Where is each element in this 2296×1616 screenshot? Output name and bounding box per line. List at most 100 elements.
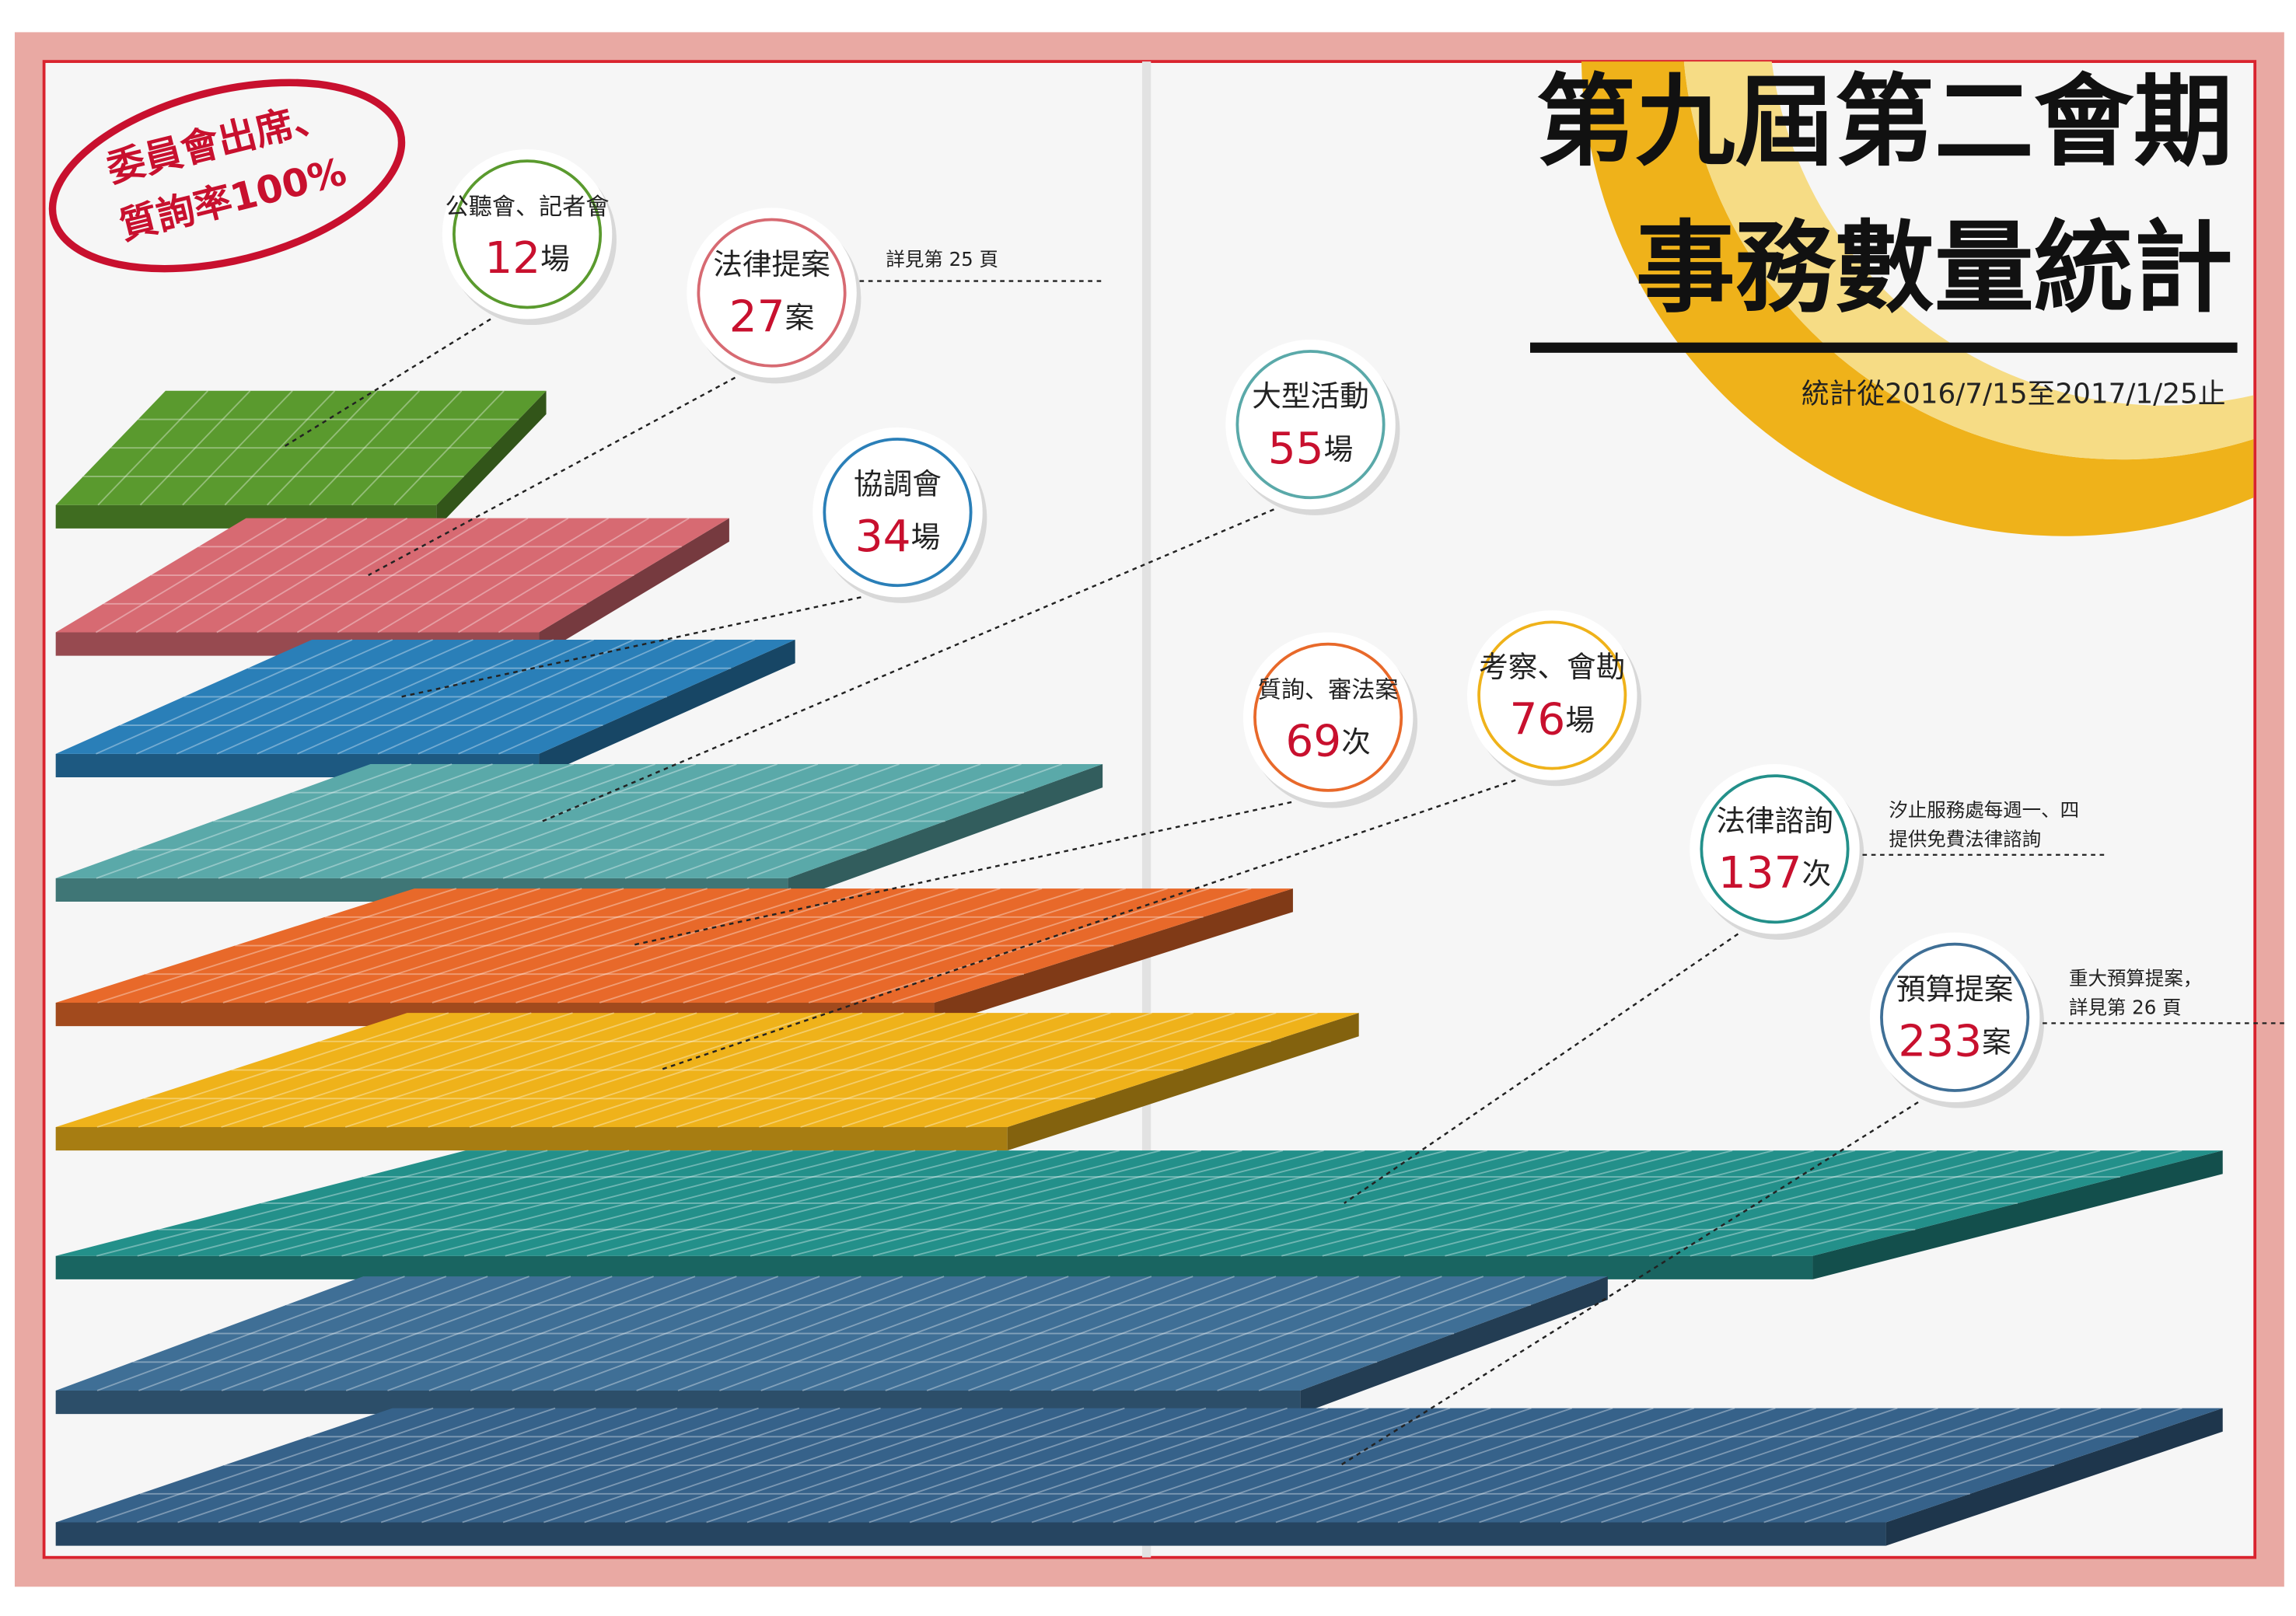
bubble (442, 149, 613, 319)
grid-line (306, 888, 666, 1003)
leader-line (1344, 933, 1739, 1204)
grid-line (341, 1150, 753, 1257)
grid-line (97, 390, 208, 506)
grid-line (706, 1407, 1044, 1524)
grid-line (95, 517, 287, 633)
grid-line (1072, 1407, 1410, 1524)
grid-line (868, 1407, 1207, 1524)
grid-line (1567, 1150, 1978, 1257)
grid-line (258, 1407, 596, 1524)
value: 76 (1509, 694, 1565, 745)
grid-line (377, 517, 569, 633)
grid-line (1771, 1150, 2182, 1257)
grid-line (841, 1012, 1194, 1128)
grid-line (892, 888, 1252, 1003)
grid-line (924, 1012, 1277, 1128)
grid-line (180, 1276, 488, 1391)
grid-line (512, 1276, 820, 1391)
grid-line (470, 1276, 779, 1391)
grid-line (218, 763, 534, 879)
grid-line (1763, 1407, 2102, 1524)
grid-line (1608, 1150, 2019, 1257)
grid-line (1519, 1407, 1857, 1524)
grid-line (96, 763, 412, 879)
grid-line (304, 1276, 613, 1391)
grid-line (1438, 1407, 1776, 1524)
grid-line (594, 1276, 903, 1391)
arc (1581, 61, 2254, 536)
grid-line (299, 763, 615, 879)
grid-line (1158, 1150, 1570, 1257)
grid-line (553, 1276, 861, 1391)
grid-line (966, 1012, 1318, 1128)
bubble-ring (823, 438, 973, 588)
grid-line (182, 390, 293, 506)
grid-line (1682, 1407, 2020, 1524)
grid-line (1397, 1407, 1735, 1524)
grid-line (176, 517, 368, 633)
grid-line (1316, 1407, 1654, 1524)
grid-line (1690, 1150, 2101, 1257)
grid-line (1322, 1150, 1733, 1257)
grid-line (586, 1150, 998, 1257)
title: 第九屆第二會期 (1536, 65, 2233, 180)
note: 重大預算提案， (2069, 967, 2202, 989)
grid-line (421, 1407, 759, 1524)
grid-line (136, 1407, 474, 1524)
grid-line (1235, 1407, 1573, 1524)
slab-front (55, 1127, 1008, 1151)
grid-line (297, 639, 554, 755)
bubble-label: 公聽會、記者會 (446, 194, 610, 221)
grid-line (502, 763, 819, 879)
grid-line (767, 888, 1127, 1003)
grid-line (668, 1150, 1079, 1257)
bubble-ring (1880, 942, 2030, 1092)
grid-line (557, 888, 917, 1003)
grid-line (1050, 1276, 1360, 1391)
grid-line (264, 888, 624, 1003)
grid-line (96, 1150, 507, 1257)
grid-line (418, 517, 610, 633)
bubble (1242, 632, 1414, 802)
bubble (1467, 610, 1637, 780)
grid-line (135, 639, 393, 755)
leader-line (630, 801, 1292, 947)
unit: 場 (540, 242, 570, 276)
grid-line (808, 888, 1168, 1003)
grid-line (719, 1276, 1028, 1391)
grid-line (382, 1150, 793, 1257)
slab-side (934, 888, 1293, 1027)
grid-line (802, 1276, 1110, 1391)
grid-line (882, 1012, 1235, 1128)
grid-line (1077, 1150, 1488, 1257)
slab (55, 1407, 2223, 1546)
value: 27 (729, 291, 785, 342)
bubble-ring (697, 218, 847, 368)
grid-line (96, 1276, 405, 1391)
grid-line (1199, 1150, 1610, 1257)
grid-line (462, 763, 778, 879)
bubble-ring (1700, 774, 1850, 924)
grid-line (641, 888, 1001, 1003)
grid-line (750, 1150, 1161, 1257)
grid-line (1445, 1150, 1855, 1257)
grid-line (1601, 1407, 1938, 1524)
grid-line (677, 1276, 986, 1391)
leader-line (542, 508, 1274, 822)
grid-line (180, 1012, 532, 1128)
grid-line (348, 888, 708, 1003)
bubble-label: 預算提案 (1896, 972, 2014, 1006)
grid-line (218, 1407, 556, 1524)
grid-line (1403, 1150, 1815, 1257)
grid-line (299, 1407, 637, 1524)
grid-line (257, 517, 448, 633)
bubble-value-line: 27案 (729, 291, 815, 342)
grid-line (257, 639, 514, 755)
grid-line (135, 517, 327, 633)
bubble-value-line: 233案 (1898, 1016, 2011, 1066)
bubble (687, 208, 857, 378)
grid-line (138, 1012, 491, 1128)
grid-line (759, 1012, 1111, 1128)
slab-top (55, 518, 729, 633)
